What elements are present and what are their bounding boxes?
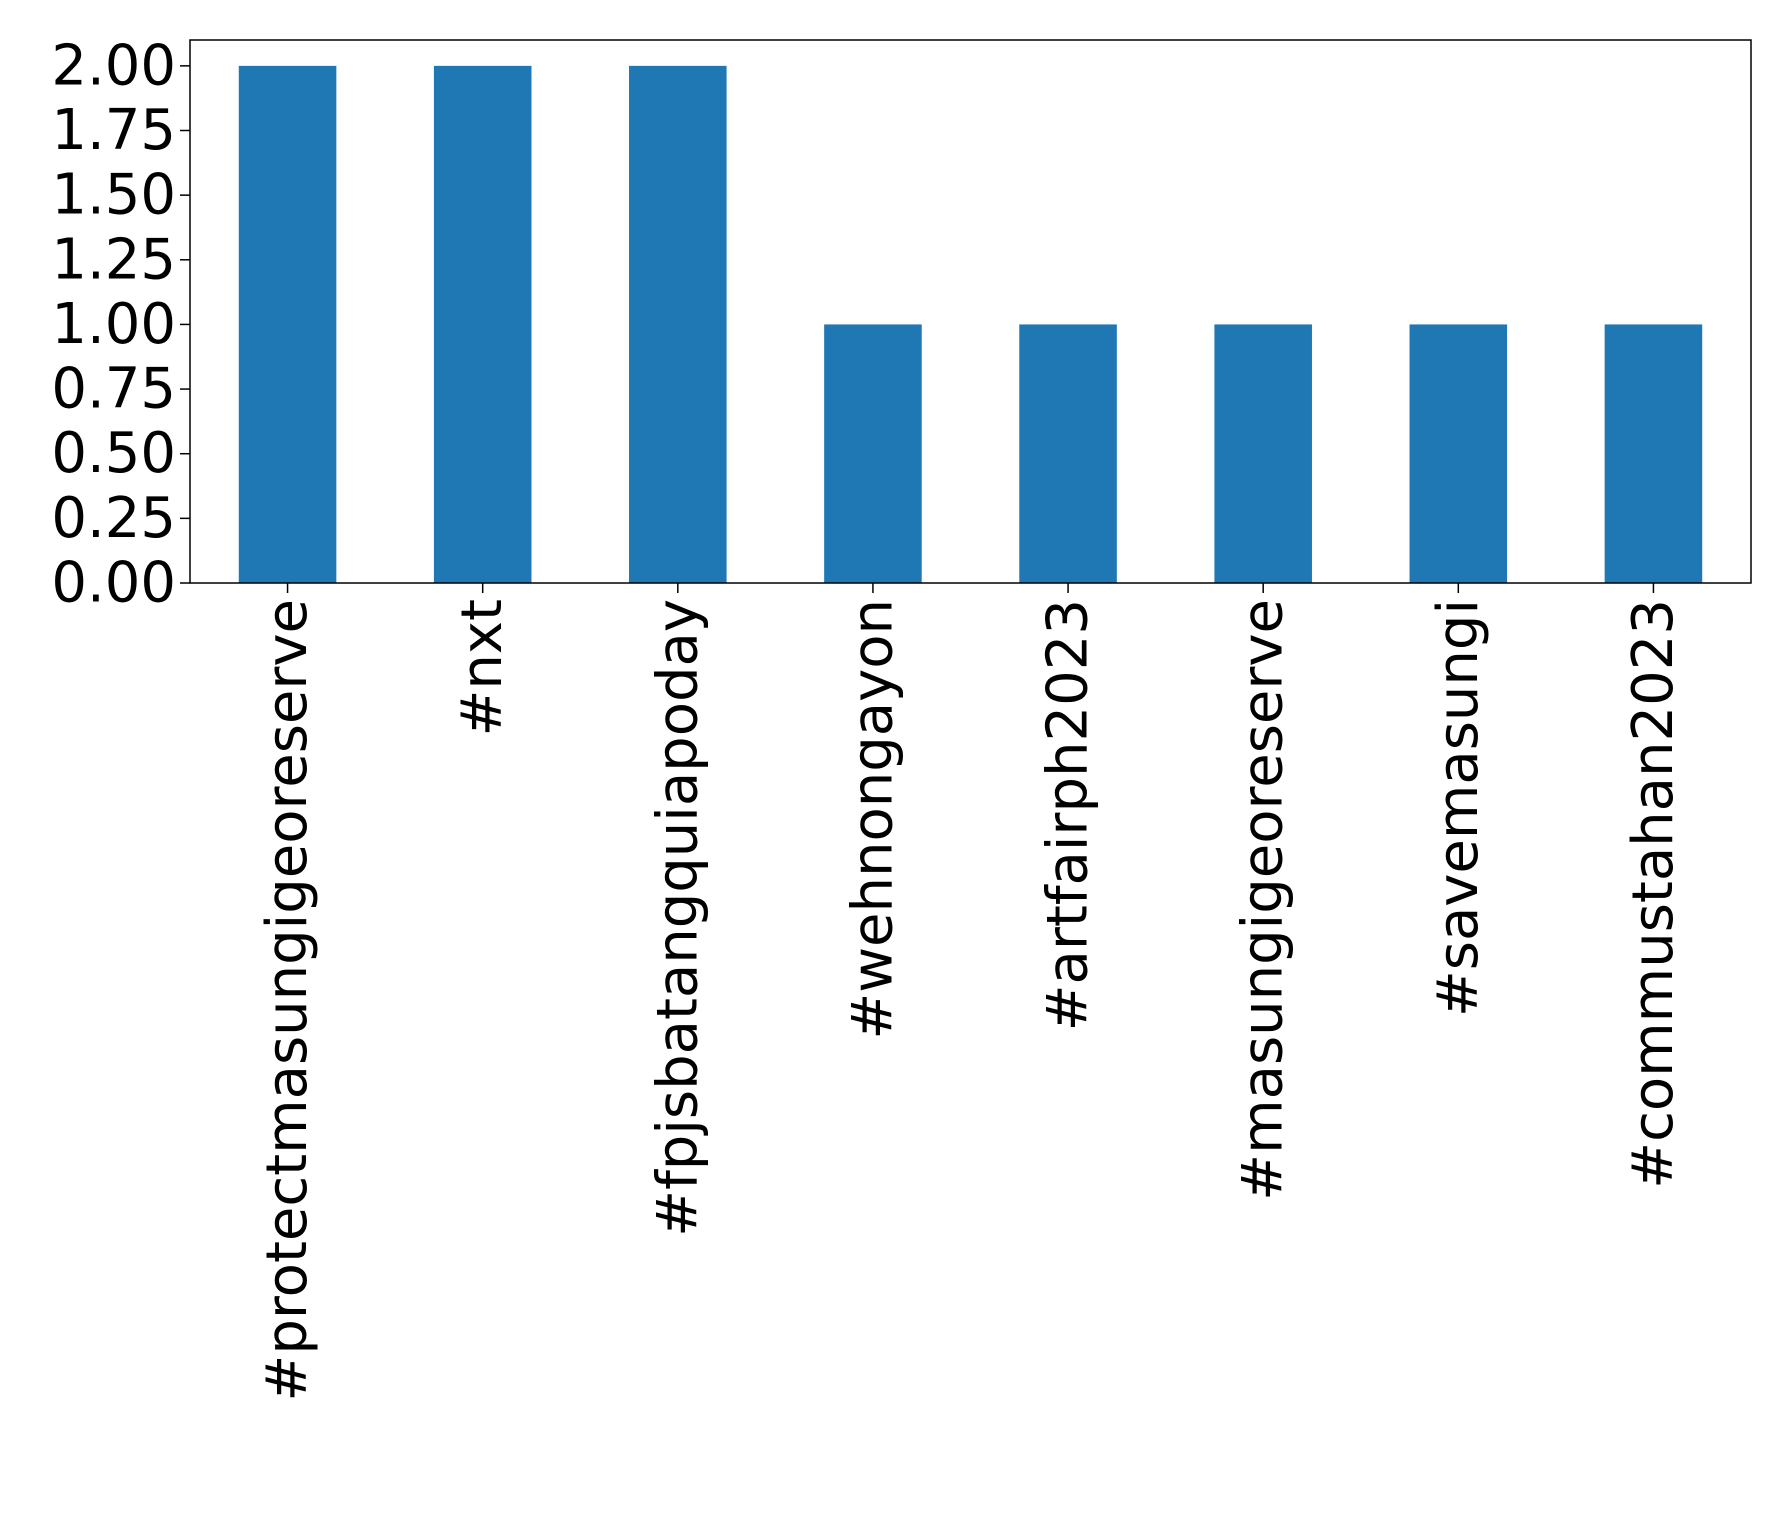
y-tick-label: 1.75	[51, 98, 176, 163]
x-tick-label: #wehnongayon	[840, 599, 905, 1040]
y-tick-label: 0.50	[51, 421, 176, 486]
bar	[1214, 324, 1312, 583]
y-tick-label: 2.00	[51, 33, 176, 98]
x-tick-label: #commustahan2023	[1621, 599, 1686, 1189]
bar	[433, 65, 532, 584]
x-tick-label: #masungigeoreserve	[1231, 599, 1296, 1201]
x-tick-label: #fpjsbatangquiapoday	[645, 599, 710, 1237]
bar	[824, 324, 922, 583]
bar	[1409, 324, 1508, 583]
x-tick-label: #savemasungi	[1426, 599, 1491, 1017]
x-tick-label: #artfairph2023	[1036, 599, 1101, 1031]
y-tick-label: 0.25	[51, 486, 176, 551]
bars-group	[238, 65, 1703, 584]
y-tick-label: 0.75	[51, 357, 176, 422]
y-axis: 0.000.250.500.751.001.251.501.752.00	[51, 33, 190, 616]
x-axis: #protectmasungigeoreserve #nxt #fpjsbatang…	[255, 583, 1686, 1402]
x-tick-label: #protectmasungigeoreserve	[255, 599, 320, 1402]
y-tick-label: 1.50	[51, 163, 176, 228]
bar	[1604, 324, 1703, 583]
y-tick-label: 0.00	[51, 551, 176, 616]
bar	[238, 65, 337, 584]
bar	[1019, 324, 1117, 583]
plot-frame	[189, 39, 1752, 584]
x-tick-label: #nxt	[450, 599, 515, 737]
y-tick-label: 1.25	[51, 227, 176, 292]
y-tick-label: 1.00	[51, 292, 176, 357]
bar	[629, 65, 727, 584]
